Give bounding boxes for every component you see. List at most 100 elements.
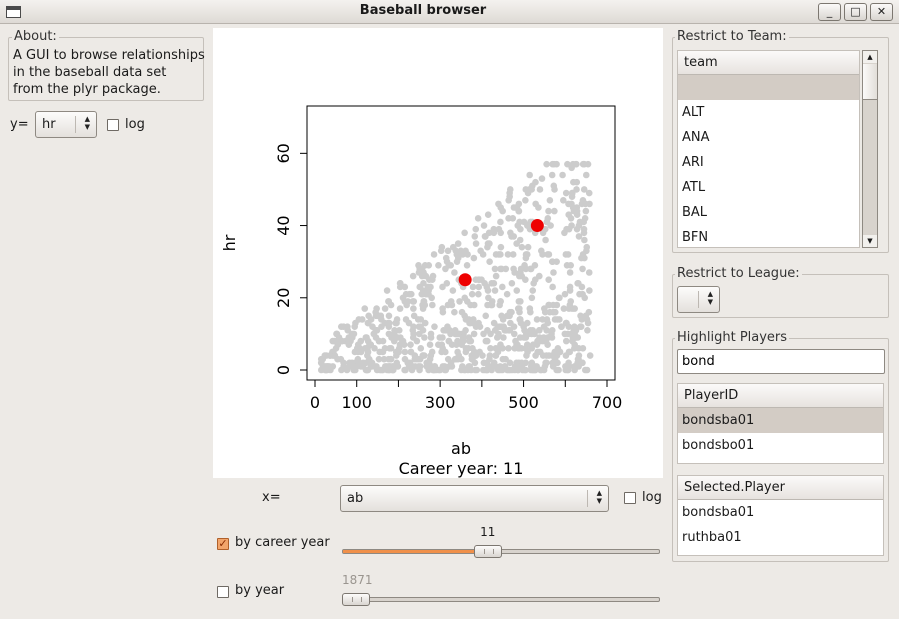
highlight-frame-label: Highlight Players — [675, 330, 790, 345]
scatter-point — [565, 211, 572, 219]
team-list[interactable]: team ALT ANA ARI ATL BAL BFN — [677, 50, 860, 248]
scatter-point — [579, 160, 587, 168]
player-list-header[interactable]: PlayerID — [678, 384, 883, 408]
career-year-slider-fill — [343, 550, 489, 553]
player-list[interactable]: PlayerID bondsba01 bondsbo01 — [677, 383, 884, 464]
scatter-point — [515, 345, 523, 352]
scatter-point — [471, 359, 479, 367]
year-checkbox[interactable] — [217, 586, 229, 598]
scatter-point — [462, 348, 470, 356]
x-axis: 0 100 300 500 700 — [310, 379, 622, 412]
scatter-point — [516, 308, 523, 316]
team-list-header[interactable]: team — [678, 51, 859, 75]
player-list-item[interactable]: bondsbo01 — [682, 438, 755, 453]
scatter-point — [550, 269, 557, 276]
player-search-input[interactable] — [677, 349, 885, 374]
scatter-point — [544, 251, 552, 258]
scatter-point — [364, 337, 372, 345]
scatter-point — [543, 160, 550, 168]
scatter-point — [581, 236, 588, 244]
player-list-item[interactable]: bondsba01 — [678, 408, 883, 433]
maximize-button[interactable]: □ — [844, 3, 867, 21]
scatter-point — [357, 337, 365, 345]
career-year-slider-handle[interactable] — [473, 545, 502, 558]
scatter-point — [419, 301, 426, 309]
scatter-point — [475, 290, 482, 298]
scatter-point — [372, 334, 380, 341]
scatter-point — [491, 287, 499, 294]
league-select[interactable]: ▲ ▼ — [677, 286, 720, 313]
close-button[interactable]: ✕ — [870, 3, 893, 21]
scatter-point — [431, 323, 438, 330]
scatter-point — [378, 316, 385, 323]
scatter-point — [537, 366, 544, 374]
scatter-point — [485, 229, 493, 237]
minimize-button[interactable]: _ — [818, 3, 841, 21]
selected-player-item[interactable]: ruthba01 — [682, 530, 742, 545]
scatter-point — [551, 348, 559, 356]
scatter-point — [448, 363, 456, 370]
selected-player-list[interactable]: Selected.Player bondsba01 ruthba01 — [677, 475, 884, 556]
y-variable-select[interactable]: hr ▲ ▼ — [35, 111, 97, 138]
scatter-point — [372, 308, 379, 316]
scatter-point — [396, 283, 404, 291]
team-list-item[interactable]: BFN — [682, 230, 709, 245]
scatter-point — [487, 330, 494, 338]
scatter-point — [522, 254, 530, 262]
scatter-point — [396, 341, 404, 349]
scatter-point — [427, 283, 434, 291]
scatter-point — [426, 341, 434, 349]
scatter-points — [317, 160, 594, 374]
scatter-point — [580, 225, 588, 233]
about-label: About: — [12, 29, 59, 44]
scatter-point — [472, 240, 480, 247]
scatter-point — [361, 305, 369, 312]
team-list-item[interactable] — [678, 75, 859, 100]
scatter-point — [371, 363, 378, 370]
scatter-point — [326, 363, 333, 370]
scatter-point — [417, 345, 425, 352]
scatter-point — [345, 334, 353, 341]
team-list-item[interactable]: ALT — [682, 105, 705, 120]
year-slider-track[interactable] — [342, 597, 660, 602]
team-list-item[interactable]: ARI — [682, 155, 704, 170]
scatter-point — [548, 330, 555, 338]
scatter-point — [480, 222, 488, 229]
scatter-point — [476, 323, 484, 330]
scatter-point — [385, 319, 393, 327]
team-list-scrollbar[interactable]: ▲ ▼ — [862, 50, 878, 248]
scatter-point — [545, 207, 552, 215]
y-log-checkbox[interactable] — [107, 119, 119, 131]
scatter-point — [343, 366, 351, 374]
scatter-point — [387, 301, 395, 309]
scroll-thumb[interactable] — [863, 64, 877, 100]
year-slider-handle[interactable] — [342, 593, 370, 606]
scatter-point — [435, 341, 442, 349]
x-variable-select[interactable]: ab ▲ ▼ — [340, 485, 609, 512]
scatter-point — [335, 334, 343, 341]
career-year-checkbox[interactable]: ✓ — [217, 537, 229, 550]
x-log-checkbox[interactable] — [624, 492, 636, 504]
scroll-down-icon[interactable]: ▼ — [863, 235, 877, 247]
scatter-point — [526, 171, 533, 179]
scatter-point — [451, 308, 458, 316]
scatter-point — [385, 312, 393, 320]
scatter-point — [439, 283, 446, 291]
scatter-point — [354, 355, 362, 363]
selected-player-header[interactable]: Selected.Player — [678, 476, 883, 500]
scatter-point — [373, 326, 381, 334]
team-list-item[interactable]: BAL — [682, 205, 708, 220]
scroll-up-icon[interactable]: ▲ — [863, 51, 877, 63]
app-window-icon[interactable] — [6, 6, 21, 18]
scatter-point — [326, 352, 334, 359]
scatter-point — [442, 326, 450, 334]
scatter-point — [581, 215, 589, 222]
team-list-item[interactable]: ATL — [682, 180, 706, 195]
scatter-point — [566, 301, 574, 309]
selected-player-item[interactable]: bondsba01 — [682, 505, 755, 520]
team-list-item[interactable]: ANA — [682, 130, 710, 145]
scatter-point — [385, 330, 393, 338]
year-label: by year — [235, 583, 285, 598]
scatter-point — [418, 265, 426, 273]
scatter-point — [538, 175, 546, 182]
